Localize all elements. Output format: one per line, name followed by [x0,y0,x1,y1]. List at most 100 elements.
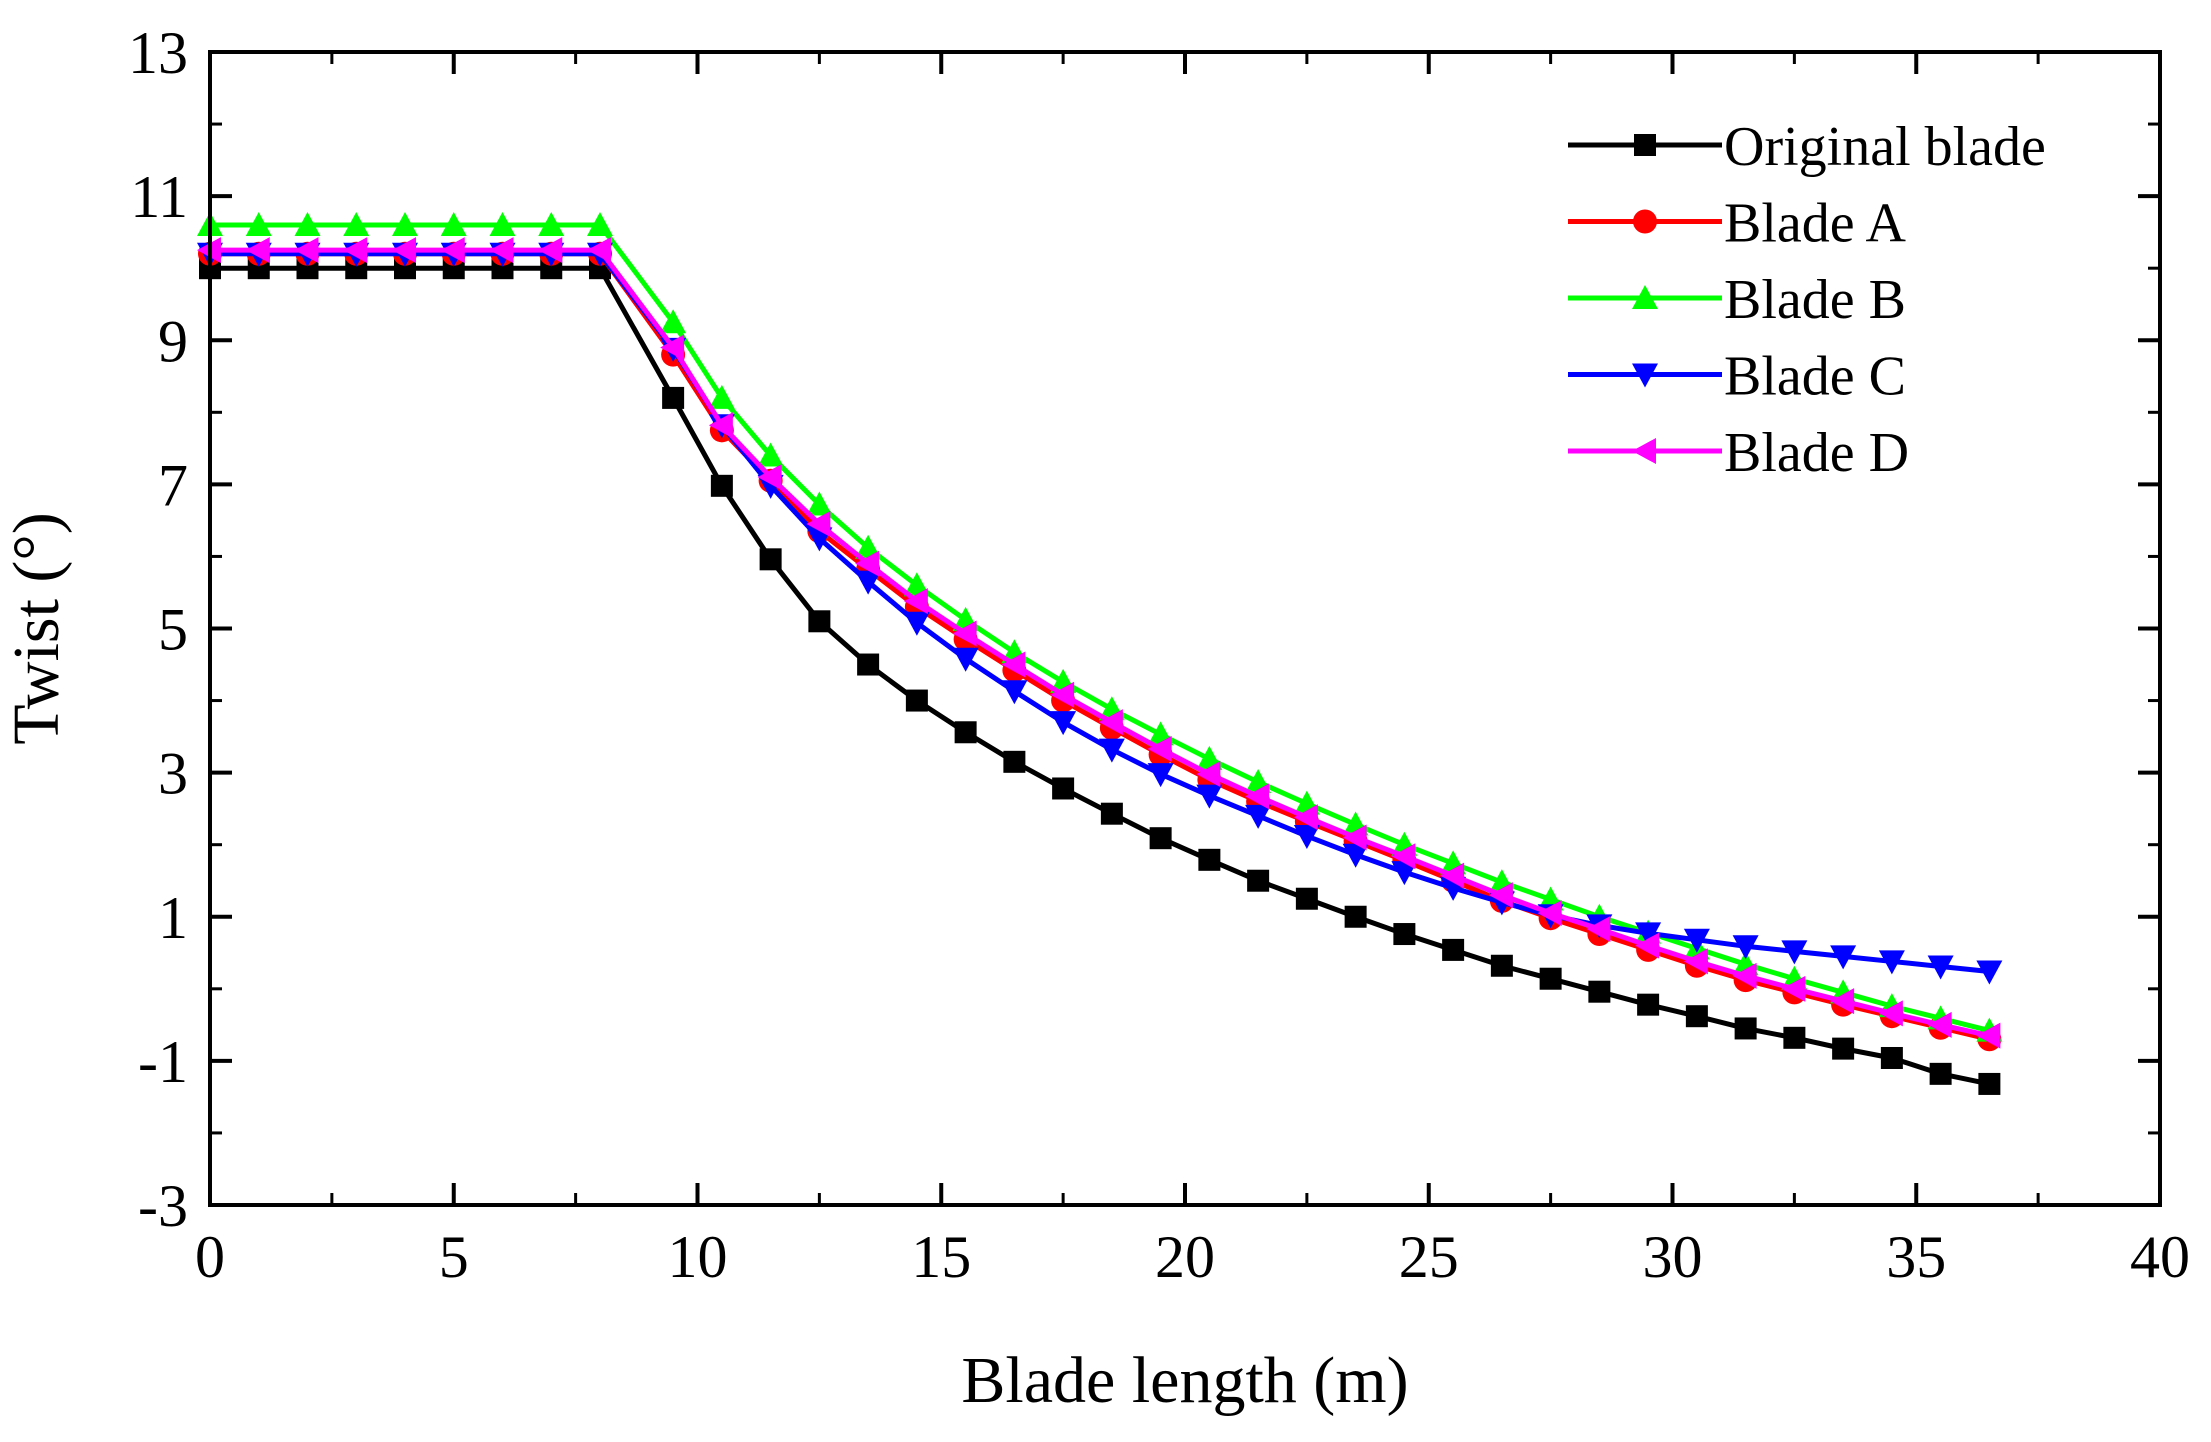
data-point-original-blade [1052,777,1075,800]
x-tick-label: 35 [1886,1224,1946,1290]
data-point-blade-d [1976,1022,2001,1049]
data-point-blade-c [1781,940,1808,965]
legend: Original blade Blade A Blade B Blade C Blade… [1568,116,2046,484]
data-point-blade-d [855,550,880,577]
data-point-original-blade [1295,887,1318,910]
data-point-blade-d [392,237,416,264]
legend-marker [1634,134,1656,156]
y-tick-label: 7 [158,452,188,518]
data-point-blade-d [1488,882,1513,909]
data-point-blade-b [757,442,784,467]
data-point-original-blade [857,653,880,676]
data-point-blade-b [392,211,418,236]
data-point-blade-c [1927,955,1954,980]
legend-item-blade-b: Blade B [1568,269,1906,331]
data-point-blade-d [440,237,465,264]
y-tick-label: 11 [130,164,188,230]
data-point-blade-b [855,534,882,559]
legend-item-blade-c: Blade C [1568,346,1906,408]
legend-label: Blade C [1724,346,1906,408]
data-point-blade-c [1293,825,1320,850]
data-point-blade-d [1878,1000,1903,1027]
data-point-blade-b [587,211,613,236]
legend-marker [1633,209,1657,234]
legend-item-original-blade: Original blade [1568,116,2046,178]
legend-marker [1632,438,1656,464]
y-axis-title: Twist (°) [0,512,73,745]
series-blade-b [197,211,2003,1042]
series-line-blade-c [210,251,1990,975]
data-point-blade-d [708,412,733,439]
data-point-blade-c [1732,935,1759,960]
data-point-blade-d [806,511,831,538]
data-point-blade-c [952,647,979,672]
data-point-blade-d [1196,761,1221,788]
data-point-original-blade [1588,980,1611,1003]
data-point-original-blade [1442,938,1465,961]
data-point-original-blade [1734,1017,1757,1040]
x-tick-label: 40 [2130,1224,2190,1290]
data-point-blade-b [440,211,467,236]
data-point-blade-b [903,572,930,597]
data-point-original-blade [759,548,782,571]
data-point-blade-d [1537,900,1562,927]
data-point-original-blade [710,474,733,497]
series-line-blade-a [210,251,1990,1042]
x-tick-label: 30 [1643,1224,1703,1290]
data-point-blade-d [1927,1011,1952,1038]
data-point-blade-b [806,491,833,516]
data-point-blade-b [538,211,565,236]
series-layer [197,211,2003,1095]
data-point-original-blade [905,689,928,712]
data-point-original-blade [1003,750,1026,773]
data-point-blade-d [1001,651,1026,678]
data-point-blade-b [343,211,370,236]
data-point-blade-d [1830,988,1855,1015]
legend-item-blade-a: Blade A [1568,193,1907,255]
data-point-original-blade [1198,848,1221,871]
data-point-blade-d [294,237,319,264]
data-point-blade-c [1635,922,1662,947]
data-point-blade-d [245,237,270,264]
x-axis-title: Blade length (m) [961,1344,1408,1417]
data-point-original-blade [1880,1046,1903,1069]
data-point-blade-d [1635,932,1660,959]
data-point-blade-c [1001,680,1028,705]
x-tick-label: 20 [1155,1224,1215,1290]
data-point-blade-c [855,570,882,595]
data-point-original-blade [1832,1037,1855,1060]
data-point-original-blade [1685,1005,1708,1028]
data-point-blade-d [1781,975,1806,1002]
data-point-blade-c [1098,738,1125,763]
legend-marker [1632,363,1658,388]
data-point-original-blade [1490,954,1513,977]
data-point-blade-b [660,309,687,334]
data-point-blade-c [1391,861,1418,886]
legend-marker [1632,285,1658,309]
series-blade-d [197,237,2001,1049]
x-tick-label: 25 [1399,1224,1459,1290]
legend-item-blade-d: Blade D [1568,422,1909,484]
y-tick-label: -1 [138,1029,188,1095]
data-point-blade-d [660,334,685,361]
data-point-blade-c [1147,763,1174,788]
y-tick-label: 5 [158,597,188,663]
data-point-blade-b [245,211,272,236]
data-point-blade-c [1976,960,2003,985]
legend-label: Blade D [1724,422,1909,484]
data-point-blade-c [1878,950,1905,975]
data-point-blade-d [1732,962,1757,989]
data-point-original-blade [1393,923,1416,946]
data-point-original-blade [808,610,831,633]
data-point-original-blade [1344,905,1367,928]
data-point-blade-d [538,237,563,264]
data-point-blade-b [489,211,516,236]
data-point-blade-d [903,588,928,615]
data-point-blade-d [1586,916,1611,943]
data-point-original-blade [1247,869,1270,892]
y-tick-label: 3 [158,741,188,807]
y-tick-label: 9 [158,308,188,374]
